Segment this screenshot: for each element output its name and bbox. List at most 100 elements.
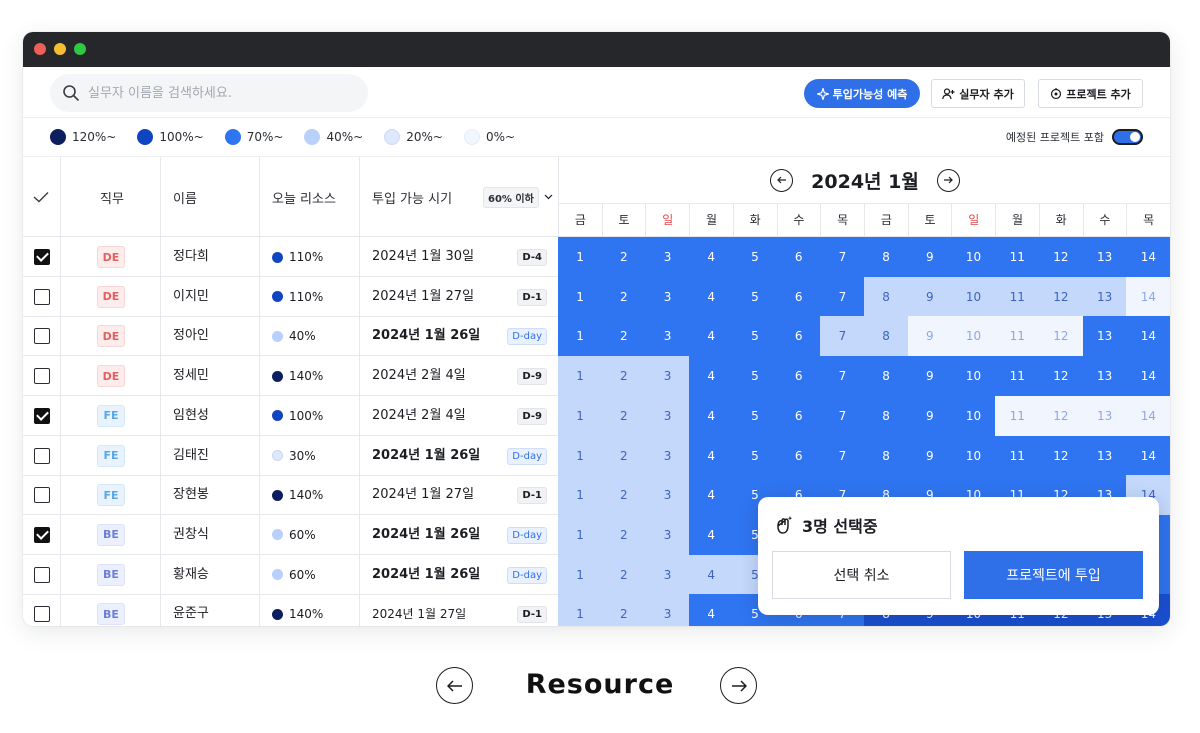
calendar-day-cell[interactable]: 1: [558, 594, 603, 626]
calendar-day-cell[interactable]: 2: [601, 594, 646, 626]
calendar-day-cell[interactable]: 13: [1082, 435, 1127, 476]
calendar-day-cell[interactable]: 2: [601, 514, 646, 555]
calendar-day-cell[interactable]: 1: [558, 395, 603, 436]
calendar-day-cell[interactable]: 7: [820, 435, 865, 476]
calendar-day-cell[interactable]: 10: [951, 316, 996, 357]
calendar-day-cell[interactable]: 9: [907, 237, 952, 277]
calendar-day-cell[interactable]: 4: [689, 435, 734, 476]
calendar-day-cell[interactable]: 2: [601, 356, 646, 397]
calendar-day-cell[interactable]: 12: [1038, 395, 1084, 436]
calendar-day-cell[interactable]: 10: [951, 435, 996, 476]
calendar-day-cell[interactable]: 3: [645, 237, 690, 277]
calendar-day-cell[interactable]: 11: [995, 356, 1040, 397]
table-row[interactable]: DE 이지민 110% 2024년 1월 27일 D-1: [23, 277, 558, 317]
calendar-day-cell[interactable]: 4: [689, 395, 734, 436]
row-checkbox[interactable]: [34, 526, 50, 543]
calendar-day-cell[interactable]: 6: [776, 276, 821, 317]
table-row[interactable]: FE 김태진 30% 2024년 1월 26일 D-day: [23, 436, 558, 476]
row-checkbox[interactable]: [34, 566, 50, 583]
calendar-day-cell[interactable]: 8: [864, 237, 909, 277]
calendar-day-cell[interactable]: 1: [558, 514, 603, 555]
calendar-day-cell[interactable]: 1: [558, 316, 603, 357]
calendar-day-cell[interactable]: 12: [1038, 356, 1084, 397]
calendar-day-cell[interactable]: 5: [732, 276, 778, 317]
calendar-day-cell[interactable]: 9: [907, 276, 952, 317]
calendar-day-cell[interactable]: 7: [820, 395, 865, 436]
calendar-day-cell[interactable]: 3: [645, 395, 690, 436]
calendar-day-cell[interactable]: 1: [558, 237, 603, 277]
table-row[interactable]: BE 권창식 60% 2024년 1월 26일 D-day: [23, 515, 558, 555]
calendar-day-cell[interactable]: 3: [645, 356, 690, 397]
prev-month-button[interactable]: [770, 168, 794, 192]
calendar-day-cell[interactable]: 11: [995, 435, 1040, 476]
calendar-day-cell[interactable]: 4: [689, 594, 734, 626]
calendar-day-cell[interactable]: 1: [558, 475, 603, 516]
row-checkbox[interactable]: [34, 328, 50, 345]
cancel-selection-button[interactable]: 선택 취소: [772, 551, 951, 599]
calendar-day-cell[interactable]: 5: [732, 435, 778, 476]
calendar-day-cell[interactable]: 1: [558, 554, 603, 595]
calendar-day-cell[interactable]: 12: [1038, 316, 1084, 357]
calendar-day-cell[interactable]: 13: [1082, 356, 1127, 397]
calendar-day-cell[interactable]: 2: [601, 276, 646, 317]
assign-to-project-button[interactable]: 프로젝트에 투입: [964, 551, 1143, 599]
calendar-day-cell[interactable]: 2: [601, 475, 646, 516]
table-row[interactable]: BE 황재승 60% 2024년 1월 26일 D-day: [23, 555, 558, 595]
calendar-day-cell[interactable]: 9: [907, 356, 952, 397]
search-input[interactable]: [88, 74, 358, 112]
calendar-day-cell[interactable]: 4: [689, 554, 734, 595]
calendar-day-cell[interactable]: 7: [820, 237, 865, 277]
filter-dropdown[interactable]: 60% 이하: [483, 157, 553, 237]
calendar-day-cell[interactable]: 3: [645, 594, 690, 626]
add-worker-button[interactable]: 실무자 추가: [931, 79, 1025, 108]
calendar-day-cell[interactable]: 11: [995, 276, 1040, 317]
calendar-day-cell[interactable]: 11: [995, 237, 1040, 277]
row-checkbox[interactable]: [34, 249, 50, 265]
select-all-check[interactable]: [33, 157, 53, 237]
calendar-day-cell[interactable]: 2: [601, 237, 646, 277]
calendar-day-cell[interactable]: 6: [776, 356, 821, 397]
calendar-day-cell[interactable]: 1: [558, 435, 603, 476]
calendar-day-cell[interactable]: 8: [864, 356, 909, 397]
calendar-day-cell[interactable]: 4: [689, 316, 734, 357]
calendar-day-cell[interactable]: 14: [1126, 276, 1170, 317]
scheduled-projects-toggle[interactable]: [1112, 129, 1143, 145]
table-row[interactable]: FE 장현봉 140% 2024년 1월 27일 D-1: [23, 475, 558, 516]
calendar-day-cell[interactable]: 10: [951, 276, 996, 317]
calendar-day-cell[interactable]: 7: [820, 316, 865, 357]
calendar-day-cell[interactable]: 5: [732, 237, 778, 277]
calendar-day-cell[interactable]: 1: [558, 276, 603, 317]
calendar-day-cell[interactable]: 5: [732, 395, 778, 436]
calendar-day-cell[interactable]: 3: [645, 475, 690, 516]
calendar-day-cell[interactable]: 5: [732, 356, 778, 397]
prev-slide-button[interactable]: [436, 667, 473, 704]
calendar-day-cell[interactable]: 5: [732, 316, 778, 357]
minimize-window-button[interactable]: [54, 43, 66, 55]
calendar-day-cell[interactable]: 6: [776, 435, 821, 476]
calendar-day-cell[interactable]: 10: [951, 237, 996, 277]
close-window-button[interactable]: [34, 43, 46, 55]
calendar-day-cell[interactable]: 1: [558, 356, 603, 397]
table-row[interactable]: DE 정아인 40% 2024년 1월 26일 D-day: [23, 316, 558, 357]
next-slide-button[interactable]: [720, 667, 757, 704]
calendar-day-cell[interactable]: 2: [601, 316, 646, 357]
row-checkbox[interactable]: [34, 606, 50, 623]
calendar-day-cell[interactable]: 8: [864, 276, 909, 317]
calendar-day-cell[interactable]: 8: [864, 316, 909, 357]
calendar-day-cell[interactable]: 14: [1126, 395, 1170, 436]
calendar-day-cell[interactable]: 12: [1038, 276, 1084, 317]
add-project-button[interactable]: 프로젝트 추가: [1038, 79, 1143, 108]
calendar-day-cell[interactable]: 10: [951, 395, 996, 436]
calendar-day-cell[interactable]: 4: [689, 237, 734, 277]
calendar-day-cell[interactable]: 5: [732, 475, 778, 516]
calendar-day-cell[interactable]: 3: [645, 514, 690, 555]
calendar-day-cell[interactable]: 9: [907, 435, 952, 476]
calendar-day-cell[interactable]: 8: [864, 435, 909, 476]
calendar-day-cell[interactable]: 13: [1082, 395, 1127, 436]
row-checkbox[interactable]: [34, 487, 50, 504]
table-row[interactable]: BE 윤준구 140% 2024년 1월 27일 D-1: [23, 594, 558, 626]
calendar-day-cell[interactable]: 14: [1126, 435, 1170, 476]
calendar-day-cell[interactable]: 4: [689, 514, 734, 555]
calendar-day-cell[interactable]: 13: [1082, 237, 1127, 277]
calendar-day-cell[interactable]: 2: [601, 395, 646, 436]
